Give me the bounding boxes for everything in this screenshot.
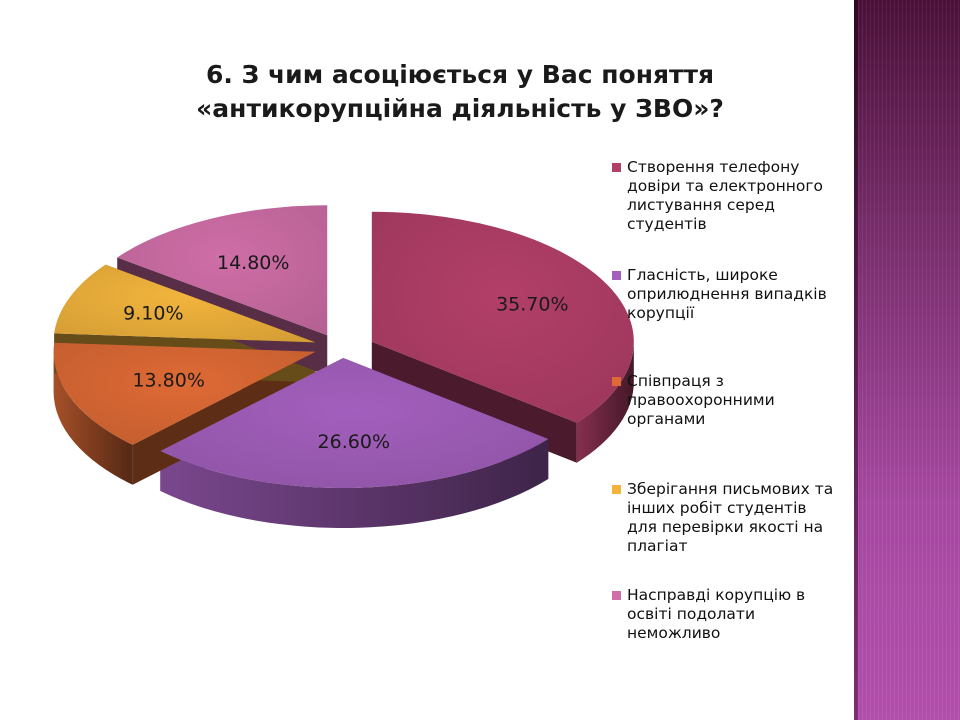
- legend-item-3: Співпраця з правоохоронними органами: [612, 372, 856, 429]
- legend-label-line: Створення телефону: [627, 158, 800, 176]
- pie-slice-tops: [53, 205, 634, 488]
- decorative-side-band: [854, 0, 960, 720]
- pie-slice-1: [371, 211, 634, 423]
- legend-label-1: Створення телефону довіри та електронного…: [627, 158, 856, 234]
- legend-swatch-4: [612, 485, 621, 494]
- legend-swatch-5: [612, 591, 621, 600]
- pie-data-label-2: 26.60%: [318, 431, 390, 453]
- pie-slice-side-3: [53, 351, 133, 485]
- legend-label-5: Насправді корупцію в освіті подолати немож…: [627, 586, 856, 643]
- legend-label-line: плагіат: [627, 537, 688, 555]
- legend-label-line: Гласність, широке: [627, 266, 778, 284]
- legend-label-2: Гласність, широке оприлюднення випадків ко…: [627, 266, 856, 323]
- legend-label-line: листування серед: [627, 196, 776, 214]
- legend-item-5: Насправді корупцію в освіті подолати немож…: [612, 586, 856, 643]
- chart-title-line-2: «антикорупційна діяльність у ЗВО»?: [196, 94, 724, 123]
- legend-label-line: інших робіт студентів: [627, 499, 807, 517]
- pie-slice-side-2: [160, 438, 549, 528]
- legend-label-line: освіті подолати: [627, 605, 756, 623]
- legend-swatch-2: [612, 271, 621, 280]
- legend-item-2: Гласність, широке оприлюднення випадків ко…: [612, 266, 856, 323]
- chart-title: 6. З чим асоціюється у Вас поняття «анти…: [130, 58, 790, 126]
- pie-data-label-1: 35.70%: [496, 293, 568, 315]
- pie-slice-3: [53, 342, 316, 445]
- legend-label-line: неможливо: [627, 624, 721, 642]
- legend-label-line: правоохоронними: [627, 391, 775, 409]
- legend-swatch-1: [612, 163, 621, 172]
- legend-label-line: оприлюднення випадків: [627, 285, 827, 303]
- legend-label-3: Співпраця з правоохоронними органами: [627, 372, 856, 429]
- pie-data-label-5: 14.80%: [217, 252, 289, 274]
- pie-data-label-3: 13.80%: [132, 370, 204, 392]
- pie-slice-2: [160, 357, 549, 488]
- legend-item-4: Зберігання письмових та інших робіт студе…: [612, 480, 856, 556]
- pie-data-labels: 35.70% 26.60% 13.80% 9.10% 14.80%: [123, 252, 568, 453]
- legend-label-line: корупції: [627, 304, 695, 322]
- legend-label-line: для перевірки якості на: [627, 518, 824, 536]
- legend-label-line: органами: [627, 410, 706, 428]
- legend-label-4: Зберігання письмових та інших робіт студе…: [627, 480, 856, 556]
- pie-slice-5: [117, 205, 328, 336]
- legend-item-1: Створення телефону довіри та електронного…: [612, 158, 856, 234]
- legend-label-line: довіри та електронного: [627, 177, 824, 195]
- pie-data-label-4: 9.10%: [123, 303, 183, 325]
- legend-label-line: Співпраця з: [627, 372, 724, 390]
- legend-label-line: студентів: [627, 215, 707, 233]
- legend-label-line: Зберігання письмових та: [627, 480, 834, 498]
- legend-swatch-3: [612, 377, 621, 386]
- chart-title-line-1: 6. З чим асоціюється у Вас поняття: [205, 60, 715, 89]
- legend-label-line: Насправді корупцію в: [627, 586, 806, 604]
- pie-slice-side-1: [576, 341, 634, 463]
- pie-slice-4: [54, 264, 316, 343]
